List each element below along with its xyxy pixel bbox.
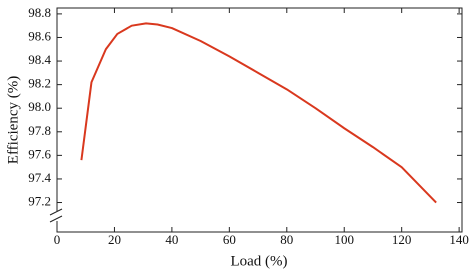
plot-frame (56, 7, 463, 233)
y-tick-label: 97.8 (28, 123, 51, 138)
y-tick-label: 98.4 (28, 52, 51, 67)
x-tick-label: 120 (392, 232, 412, 247)
axis-break-mark (49, 215, 63, 223)
x-tick-label: 40 (165, 232, 178, 247)
y-axis-label: Efficiency (%) (5, 76, 21, 164)
x-tick-label: 140 (449, 232, 469, 247)
x-tick-label: 80 (280, 232, 293, 247)
x-tick-label: 0 (54, 232, 61, 247)
y-tick-label: 97.4 (28, 170, 51, 185)
x-tick-label: 20 (108, 232, 121, 247)
data-line (80, 22, 437, 204)
x-tick-label: 60 (223, 232, 236, 247)
y-tick-label: 98.2 (28, 76, 51, 91)
axis-break (49, 208, 64, 223)
y-tick-label: 98.0 (28, 99, 51, 114)
y-tick-label: 98.6 (28, 28, 51, 43)
axis-break-gap (50, 211, 64, 221)
y-tick-label: 97.2 (28, 194, 51, 209)
x-axis-label: Load (%) (230, 253, 287, 269)
x-tick-label: 100 (334, 232, 354, 247)
y-tick-label: 97.6 (28, 146, 51, 161)
y-tick-label: 98.8 (28, 5, 51, 20)
axis-break-mark (49, 208, 63, 216)
